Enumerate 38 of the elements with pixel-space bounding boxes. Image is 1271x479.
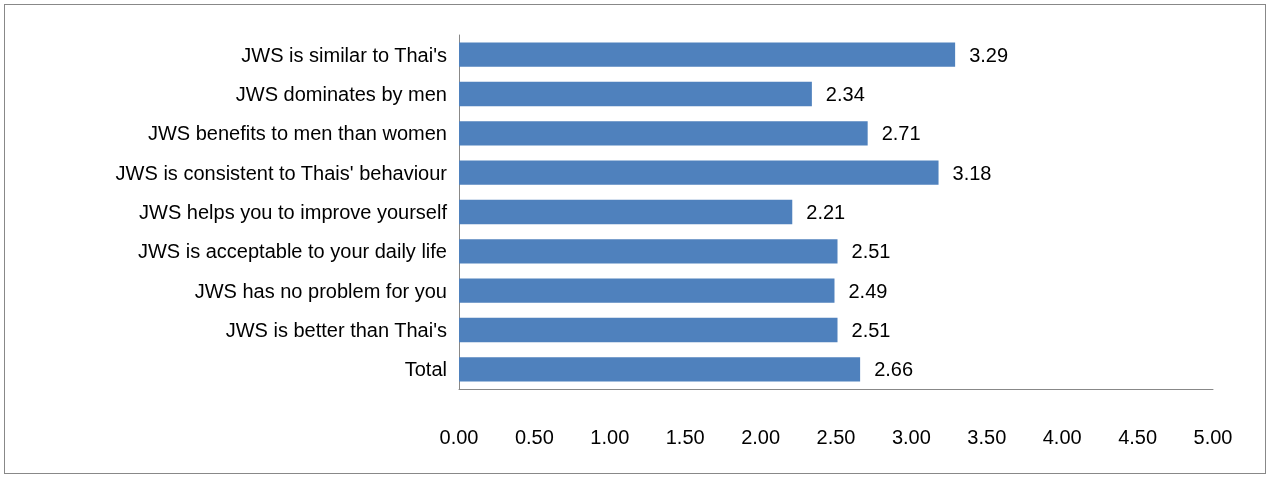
x-tick-label: 4.50 [1118, 426, 1158, 448]
bar [459, 160, 939, 185]
data-label: 2.71 [881, 122, 921, 145]
data-label: 2.51 [851, 240, 891, 263]
data-label: 2.51 [851, 319, 891, 341]
y-tick-label: Total [404, 358, 447, 381]
y-tick-label: JWS helps you to improve yourself [139, 201, 448, 223]
bar [459, 317, 838, 343]
y-tick-label: JWS is acceptable to your daily life [137, 240, 447, 263]
y-tick-label: JWS benefits to men than women [147, 122, 447, 145]
x-tick-label: 3.50 [967, 426, 1007, 448]
y-tick-label: JWS dominates by men [235, 83, 447, 105]
y-tick-label: JWS has no problem for you [194, 279, 447, 302]
bar [459, 239, 838, 264]
x-tick-label: 0.50 [514, 426, 554, 448]
data-label: 2.66 [874, 358, 914, 381]
bar [459, 81, 812, 107]
y-tick-label: JWS is similar to Thai's [241, 43, 447, 66]
data-label: 2.49 [848, 279, 888, 302]
x-tick-label: 3.00 [891, 426, 931, 448]
x-tick-label: 2.50 [816, 426, 856, 448]
bar [459, 199, 793, 225]
x-tick-label: 1.50 [665, 426, 705, 448]
bar [459, 42, 956, 67]
x-tick-label: 5.00 [1193, 426, 1233, 448]
bar [459, 121, 868, 146]
bar [459, 357, 861, 382]
bar [459, 278, 835, 303]
data-label: 3.29 [969, 43, 1009, 66]
data-label: 2.21 [806, 201, 846, 223]
y-tick-label: JWS is consistent to Thais' behaviour [115, 161, 448, 184]
data-label: 3.18 [952, 161, 992, 184]
y-tick-label: JWS is better than Thai's [225, 319, 447, 341]
x-tick-label: 2.00 [741, 426, 781, 448]
data-label: 2.34 [825, 83, 865, 105]
x-tick-label: 1.00 [590, 426, 630, 448]
x-tick-label: 4.00 [1042, 426, 1082, 448]
x-tick-label: 0.00 [439, 426, 479, 448]
